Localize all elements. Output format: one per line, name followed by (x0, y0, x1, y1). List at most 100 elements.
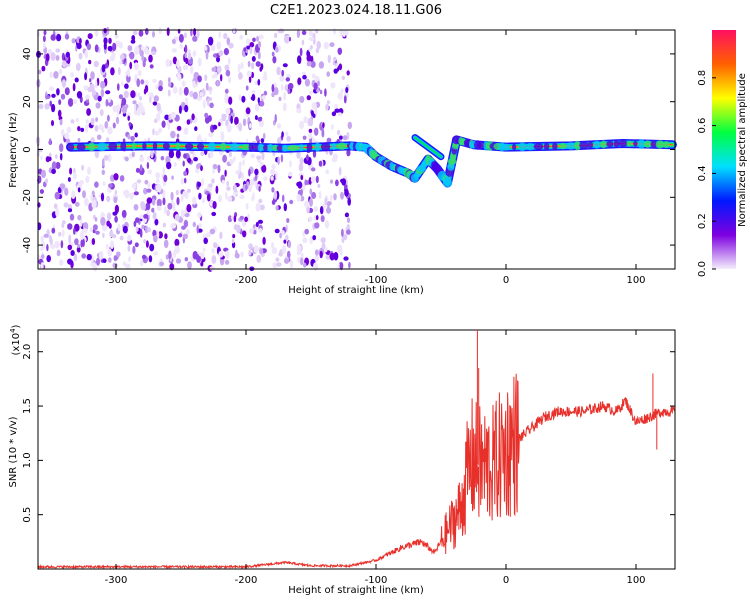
signal-blob (650, 140, 658, 148)
noise-speck (310, 44, 313, 50)
noise-speck (279, 249, 283, 257)
noise-speck (324, 246, 328, 253)
noise-speck (315, 175, 319, 184)
noise-speck (282, 102, 287, 112)
noise-speck (298, 163, 304, 172)
noise-speck (302, 74, 307, 80)
x-tick-label: 0 (503, 575, 509, 586)
noise-speck (311, 191, 317, 200)
noise-speck (257, 51, 261, 60)
signal-blob (618, 139, 628, 148)
noise-speck (255, 202, 261, 212)
noise-speck (338, 166, 342, 176)
noise-speck (54, 191, 60, 200)
noise-speck (302, 231, 306, 238)
noise-speck (273, 87, 279, 96)
noise-speck (153, 95, 159, 102)
noise-speck (105, 90, 111, 95)
noise-speck (84, 72, 88, 81)
noise-speck (255, 61, 261, 67)
noise-speck (259, 66, 263, 72)
x-tick-label: 0 (503, 275, 509, 286)
noise-speck (72, 99, 77, 105)
noise-speck (239, 34, 243, 40)
noise-speck (107, 126, 113, 135)
noise-speck (196, 29, 200, 39)
noise-speck (126, 74, 131, 83)
noise-speck (241, 95, 246, 103)
noise-speck (201, 178, 204, 187)
noise-speck (324, 88, 327, 97)
noise-speck (139, 260, 144, 267)
noise-speck (74, 77, 79, 83)
noise-speck (258, 228, 263, 233)
noise-speck (128, 256, 131, 263)
noise-speck (129, 61, 133, 70)
noise-speck (55, 154, 58, 159)
noise-speck (326, 100, 330, 105)
noise-speck (326, 137, 332, 144)
noise-speck (222, 154, 228, 163)
noise-speck (104, 121, 109, 129)
noise-speck (281, 245, 287, 255)
noise-speck (186, 49, 192, 54)
noise-speck (285, 77, 290, 82)
noise-speck (204, 46, 208, 51)
noise-speck (233, 215, 237, 223)
noise-speck (43, 35, 46, 43)
noise-speck (334, 108, 340, 113)
noise-speck (101, 126, 105, 133)
noise-speck (202, 247, 206, 253)
noise-speck (327, 203, 330, 212)
signal-blob (88, 142, 96, 152)
noise-speck (59, 119, 63, 126)
noise-speck (227, 76, 232, 84)
noise-speck (107, 248, 112, 257)
noise-speck (287, 240, 292, 248)
signal-blob (267, 143, 274, 152)
noise-speck (139, 214, 144, 220)
noise-speck (161, 120, 166, 128)
noise-speck (134, 242, 139, 248)
noise-speck (308, 36, 315, 42)
noise-speck (202, 99, 206, 109)
noise-speck (229, 158, 234, 165)
signal-blob (588, 140, 593, 150)
noise-speck (284, 35, 289, 44)
colorbar-tick-label: 0.4 (697, 165, 708, 181)
noise-speck (153, 130, 160, 136)
noise-speck (316, 41, 322, 50)
noise-speck (255, 135, 260, 142)
noise-speck (162, 197, 166, 206)
noise-speck (155, 178, 160, 184)
noise-speck (42, 42, 46, 49)
signal-blob (613, 139, 620, 148)
noise-speck (100, 217, 106, 226)
noise-speck (320, 215, 325, 223)
noise-speck (274, 113, 277, 123)
noise-speck (314, 249, 319, 256)
noise-speck (182, 64, 189, 71)
noise-speck (118, 41, 123, 49)
noise-speck (72, 172, 77, 180)
noise-speck (63, 132, 70, 140)
noise-speck (187, 261, 192, 270)
noise-speck (81, 253, 87, 259)
noise-speck (96, 257, 100, 266)
noise-speck (302, 237, 308, 244)
noise-speck (183, 86, 189, 96)
noise-speck (178, 86, 183, 96)
noise-speck (119, 60, 123, 65)
signal-blob (131, 142, 136, 151)
signal-blob (299, 144, 304, 152)
noise-speck (121, 81, 124, 87)
noise-speck (41, 254, 45, 259)
noise-speck (303, 262, 307, 268)
noise-speck (314, 222, 320, 229)
noise-speck (136, 107, 141, 114)
signal-blob (320, 142, 331, 152)
noise-speck (139, 228, 143, 238)
noise-speck (216, 41, 222, 50)
noise-speck (210, 43, 216, 52)
noise-speck (204, 74, 208, 82)
